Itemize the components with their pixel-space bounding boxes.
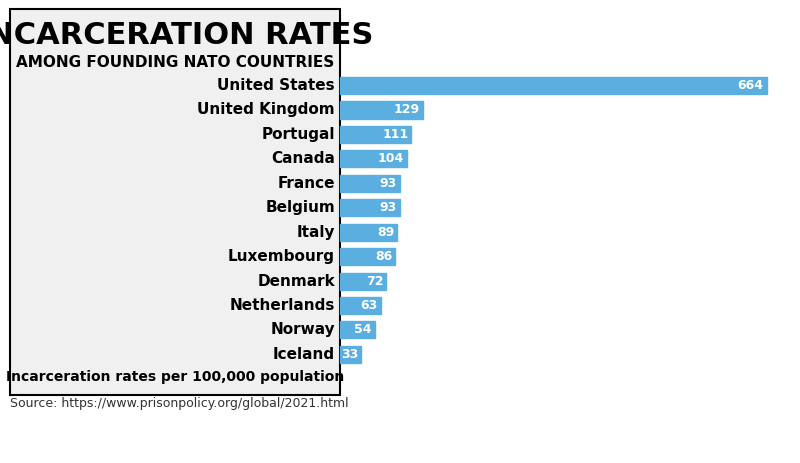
Bar (340, 224, 398, 241)
Text: 89: 89 (377, 225, 394, 239)
Bar (340, 273, 386, 290)
Text: 54: 54 (354, 324, 372, 337)
Bar (340, 150, 407, 168)
Text: Portugal: Portugal (262, 127, 335, 142)
Text: AMONG FOUNDING NATO COUNTRIES: AMONG FOUNDING NATO COUNTRIES (16, 55, 334, 69)
Text: Incarceration rates per 100,000 population: Incarceration rates per 100,000 populati… (6, 369, 344, 383)
Text: 63: 63 (360, 299, 378, 312)
Bar (340, 101, 423, 119)
Text: 86: 86 (375, 250, 392, 263)
Text: Denmark: Denmark (258, 274, 335, 288)
Bar (340, 248, 395, 265)
Text: Belgium: Belgium (266, 200, 335, 215)
Text: 104: 104 (378, 152, 404, 165)
Bar (340, 126, 411, 143)
Bar (340, 77, 767, 94)
Text: 93: 93 (379, 201, 397, 214)
Text: 93: 93 (379, 177, 397, 190)
Text: 33: 33 (341, 348, 358, 361)
Text: Luxembourg: Luxembourg (228, 249, 335, 264)
Bar (340, 321, 374, 338)
Text: Canada: Canada (271, 151, 335, 166)
Text: 72: 72 (366, 275, 383, 288)
Text: Norway: Norway (270, 322, 335, 338)
Bar (340, 297, 381, 314)
Bar (340, 175, 400, 192)
Text: Netherlands: Netherlands (230, 298, 335, 313)
Text: 129: 129 (394, 103, 420, 117)
Bar (340, 346, 362, 363)
Text: Source: https://www.prisonpolicy.org/global/2021.html: Source: https://www.prisonpolicy.org/glo… (10, 397, 349, 410)
Text: 111: 111 (382, 128, 408, 141)
Text: INCARCERATION RATES: INCARCERATION RATES (0, 21, 373, 50)
FancyBboxPatch shape (10, 9, 340, 395)
Text: Italy: Italy (297, 225, 335, 240)
Text: United Kingdom: United Kingdom (198, 102, 335, 118)
Text: United States: United States (218, 78, 335, 93)
Text: 664: 664 (737, 79, 763, 92)
Text: Iceland: Iceland (273, 347, 335, 362)
Text: France: France (278, 176, 335, 191)
Bar (340, 199, 400, 216)
